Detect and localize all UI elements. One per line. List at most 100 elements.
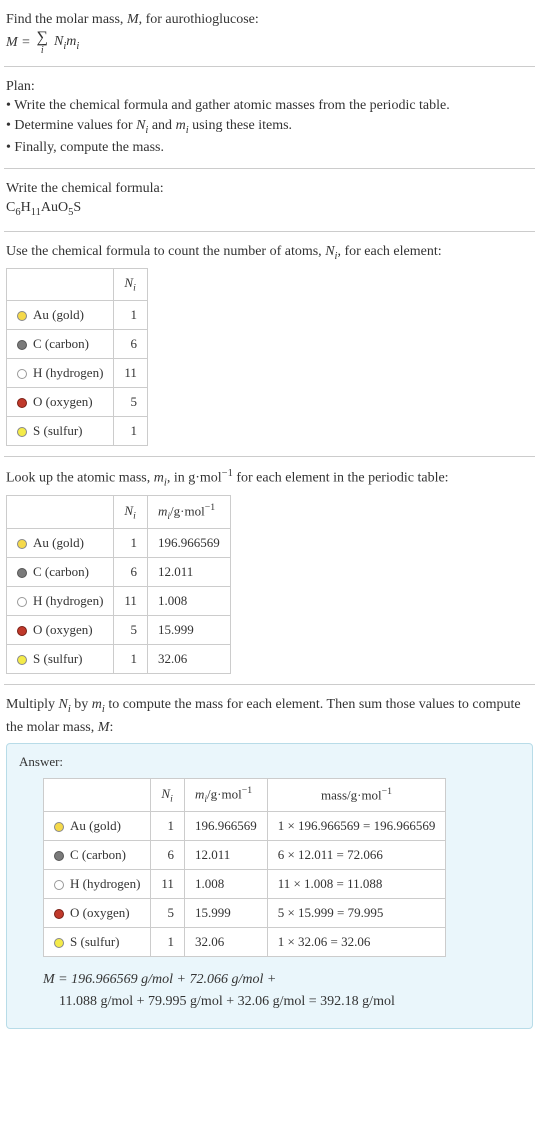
mass-cell: 1 × 32.06 = 32.06 bbox=[267, 928, 446, 957]
text: , in g·mol bbox=[167, 471, 222, 486]
table-row: O (oxygen)515.9995 × 15.999 = 79.995 bbox=[44, 899, 446, 928]
element-swatch-icon bbox=[17, 626, 27, 636]
text: using these items. bbox=[189, 118, 292, 133]
table-row: C (carbon)612.0116 × 12.011 = 72.066 bbox=[44, 841, 446, 870]
element-cell: O (oxygen) bbox=[44, 899, 151, 928]
var-M: M bbox=[127, 12, 139, 27]
plan-bullet-1: • Write the chemical formula and gather … bbox=[6, 96, 533, 116]
table-row: S (sulfur)132.06 bbox=[7, 645, 231, 674]
mass-cell: 5 × 15.999 = 79.995 bbox=[267, 899, 446, 928]
var-m: m bbox=[195, 786, 204, 801]
mi-cell: 196.966569 bbox=[184, 812, 267, 841]
element-cell: S (sulfur) bbox=[44, 928, 151, 957]
ni-cell: 5 bbox=[114, 388, 148, 417]
table-row: C (carbon)6 bbox=[7, 330, 148, 359]
th-Ni: Ni bbox=[114, 269, 148, 301]
var-N: N bbox=[59, 697, 68, 712]
element-name: (sulfur) bbox=[43, 423, 82, 438]
mi-cell: 12.011 bbox=[147, 558, 230, 587]
divider bbox=[4, 168, 535, 169]
element-swatch-icon bbox=[17, 655, 27, 665]
element-cell: C (carbon) bbox=[7, 330, 114, 359]
element-name: (gold) bbox=[89, 818, 121, 833]
unit: /g·mol bbox=[207, 786, 242, 801]
text: Multiply bbox=[6, 697, 59, 712]
mass-cell: 1 × 196.966569 = 196.966569 bbox=[267, 812, 446, 841]
element-cell: H (hydrogen) bbox=[44, 870, 151, 899]
ni-cell: 11 bbox=[114, 587, 148, 616]
text: Look up the atomic mass, bbox=[6, 471, 154, 486]
table-row: O (oxygen)5 bbox=[7, 388, 148, 417]
unit: mass/g·mol bbox=[321, 788, 382, 803]
var-m: m bbox=[154, 471, 164, 486]
chem-O: O bbox=[58, 200, 68, 215]
mi-cell: 1.008 bbox=[147, 587, 230, 616]
chem-C: C bbox=[6, 200, 15, 215]
element-cell: S (sulfur) bbox=[7, 417, 114, 446]
sub-i: i bbox=[170, 793, 173, 804]
element-cell: H (hydrogen) bbox=[7, 359, 114, 388]
text: for each element in the periodic table: bbox=[233, 471, 449, 486]
element-name: (hydrogen) bbox=[46, 593, 104, 608]
chem-H: H bbox=[21, 200, 31, 215]
text: , for each element: bbox=[337, 244, 441, 259]
element-name: (oxygen) bbox=[46, 622, 93, 637]
th-mass: mass/g·mol−1 bbox=[267, 779, 446, 812]
element-swatch-icon bbox=[54, 822, 64, 832]
mi-cell: 15.999 bbox=[147, 616, 230, 645]
element-symbol: C bbox=[33, 564, 42, 579]
lookup-title: Look up the atomic mass, mi, in g·mol−1 … bbox=[6, 467, 533, 491]
chem-11: 11 bbox=[31, 207, 41, 218]
element-cell: C (carbon) bbox=[7, 558, 114, 587]
sup-neg1: −1 bbox=[205, 502, 215, 513]
element-swatch-icon bbox=[54, 880, 64, 890]
ni-cell: 1 bbox=[114, 301, 148, 330]
element-name: (sulfur) bbox=[80, 934, 119, 949]
sigma-index: i bbox=[41, 46, 44, 56]
var-N: N bbox=[124, 503, 133, 518]
multiply-section: Multiply Ni by mi to compute the mass fo… bbox=[4, 689, 535, 1035]
text: Find the molar mass, bbox=[6, 12, 127, 27]
ni-cell: 11 bbox=[151, 870, 185, 899]
mi-cell: 12.011 bbox=[184, 841, 267, 870]
table-row: H (hydrogen)111.00811 × 1.008 = 11.088 bbox=[44, 870, 446, 899]
sup-neg1: −1 bbox=[242, 785, 252, 796]
element-symbol: Au bbox=[33, 535, 49, 550]
element-swatch-icon bbox=[17, 311, 27, 321]
count-section: Use the chemical formula to count the nu… bbox=[4, 236, 535, 452]
element-name: (hydrogen) bbox=[46, 365, 104, 380]
count-table: Ni Au (gold)1C (carbon)6H (hydrogen)11O … bbox=[6, 268, 148, 446]
ni-cell: 1 bbox=[114, 529, 148, 558]
element-swatch-icon bbox=[17, 340, 27, 350]
table-header-row: Ni mi/g·mol−1 bbox=[7, 496, 231, 529]
element-name: (carbon) bbox=[45, 564, 89, 579]
element-name: (carbon) bbox=[45, 336, 89, 351]
table-row: Au (gold)1 bbox=[7, 301, 148, 330]
ni-cell: 11 bbox=[114, 359, 148, 388]
table-row: S (sulfur)132.061 × 32.06 = 32.06 bbox=[44, 928, 446, 957]
chem-S: S bbox=[73, 200, 81, 215]
element-cell: Au (gold) bbox=[7, 301, 114, 330]
sup-neg1: −1 bbox=[382, 786, 392, 797]
table-header-row: Ni mi/g·mol−1 mass/g·mol−1 bbox=[44, 779, 446, 812]
lookup-section: Look up the atomic mass, mi, in g·mol−1 … bbox=[4, 461, 535, 680]
unit: /g·mol bbox=[170, 503, 205, 518]
lookup-table: Ni mi/g·mol−1 Au (gold)1196.966569C (car… bbox=[6, 495, 231, 674]
element-name: (hydrogen) bbox=[83, 876, 141, 891]
element-symbol: O bbox=[33, 622, 42, 637]
mi-cell: 1.008 bbox=[184, 870, 267, 899]
chem-formula: C6H11AuO5S bbox=[6, 198, 533, 220]
element-name: (gold) bbox=[52, 307, 84, 322]
var-N: N bbox=[325, 244, 334, 259]
multiply-text: Multiply Ni by mi to compute the mass fo… bbox=[6, 695, 533, 737]
sub-i: i bbox=[76, 40, 79, 51]
plan-section: Plan: • Write the chemical formula and g… bbox=[4, 71, 535, 164]
element-symbol: H bbox=[70, 876, 79, 891]
th-blank bbox=[44, 779, 151, 812]
intro-section: Find the molar mass, M, for aurothiogluc… bbox=[4, 4, 535, 62]
element-swatch-icon bbox=[54, 938, 64, 948]
divider bbox=[4, 66, 535, 67]
var-m: m bbox=[66, 34, 76, 49]
divider bbox=[4, 456, 535, 457]
th-Ni: Ni bbox=[114, 496, 148, 529]
